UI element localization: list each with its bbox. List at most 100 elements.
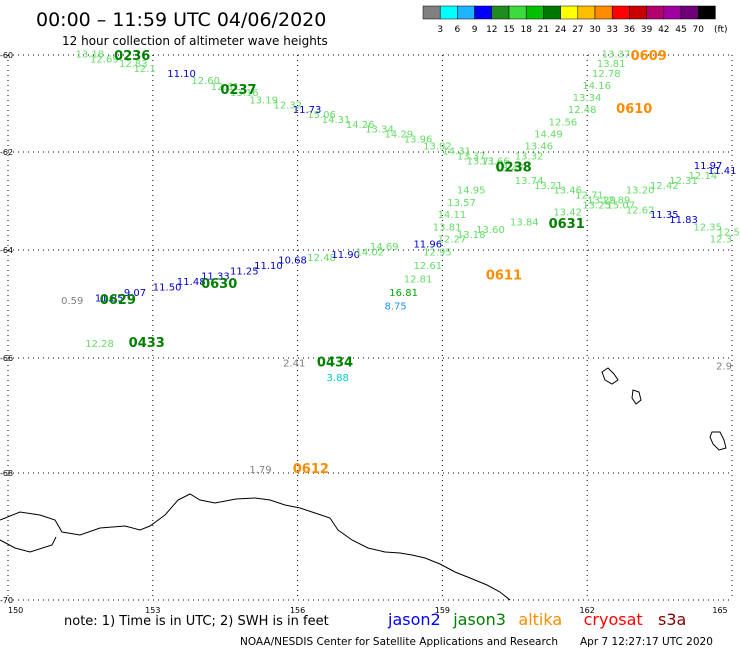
pass-time-labels: 0236 0237 0238 0609 0610 0611 0612 0629 0630 0631… <box>100 49 667 477</box>
wave-height-value: 13.19 <box>249 96 278 107</box>
colorbar-swatch <box>663 5 682 20</box>
wave-height-value: 11.85 <box>95 293 124 304</box>
wave-height-value: 12.60 <box>191 76 220 87</box>
wave-height-value: 12.3 <box>710 235 732 246</box>
satellite-legend: jason2 jason3 altika cryosat s3a <box>387 610 686 629</box>
colorbar-unit: (ft) <box>714 25 728 35</box>
footer-timestamp: Apr 7 12:27:17 UTC 2020 <box>580 636 713 648</box>
colorbar-label: 21 <box>538 25 549 35</box>
wave-height-value: 13.92 <box>423 142 452 153</box>
wave-height-value: 13.84 <box>510 218 539 229</box>
colorbar-label: 3 <box>437 25 443 35</box>
wave-height-value: 13.47 <box>495 164 524 175</box>
wave-height-value: 12.62 <box>626 205 655 216</box>
longitude-label: 150 <box>8 606 23 615</box>
latitude-label: -62 <box>0 148 13 157</box>
wave-height-value: 12.61 <box>211 82 240 93</box>
wave-height-value: 11.48 <box>177 277 206 288</box>
wave-height-value: 14.11 <box>438 210 467 221</box>
footer-credit: NOAA/NESDIS Center for Satellite Applica… <box>240 636 558 648</box>
wave-height-value: 11.41 <box>708 166 737 177</box>
island-3 <box>709 431 727 451</box>
colorbar-label: 70 <box>692 25 704 35</box>
colorbar-label: 30 <box>589 25 601 35</box>
wave-height-value: 13.74 <box>515 176 544 187</box>
legend-jason3: jason3 <box>452 610 506 629</box>
wave-height-value: 11.25 <box>230 266 259 277</box>
wave-height-value: 13.60 <box>476 225 505 236</box>
latitude-label: -60 <box>0 51 13 60</box>
wave-height-value: 13.81 <box>433 222 462 233</box>
colorbar-swatch <box>646 5 665 20</box>
island-2 <box>631 389 642 405</box>
wave-height-value: 12.56 <box>718 227 740 238</box>
wave-height-value: 12.95 <box>423 247 452 258</box>
latitude-label: -64 <box>0 246 13 255</box>
wave-height-value: 14.31 <box>322 115 351 126</box>
wave-height-value: 13.34 <box>365 125 394 136</box>
wave-height-value: 12.61 <box>413 261 442 272</box>
wave-height-value: 14.29 <box>384 129 413 140</box>
colorbar-swatch <box>422 5 441 20</box>
wave-height-value: 9.07 <box>124 288 146 299</box>
wave-height-value: 11.96 <box>413 240 442 251</box>
colorbar-label: 6 <box>455 25 461 35</box>
colorbar-swatch <box>629 5 647 20</box>
longitude-label: 156 <box>290 606 305 615</box>
latitude-labels: -60 -62 -64 -66 -68 -70 <box>0 51 13 605</box>
wave-height-value: 13.46 <box>553 186 582 197</box>
wave-height-value: 14.31 <box>442 146 471 157</box>
colorbar-swatch <box>439 5 458 20</box>
wave-height-value: 11.50 <box>153 283 182 294</box>
wave-height-value: 12.32 <box>273 100 302 111</box>
colorbar-swatch <box>611 5 630 20</box>
wave-height-value: 13.37 <box>602 49 631 60</box>
legend-s3a: s3a <box>658 610 686 629</box>
wave-height-value: 13.46 <box>524 142 553 153</box>
wave-height-value: 11.35 <box>650 210 679 221</box>
wave-height-value: 12.48 <box>568 105 597 116</box>
antarctica-coastline <box>0 493 511 601</box>
pass-time-label: 0610 <box>616 102 652 117</box>
colorbar-swatch <box>560 5 579 20</box>
wave-height-value: 15.07 <box>607 200 636 211</box>
latitude-label: -68 <box>0 469 13 478</box>
island-1 <box>601 367 619 385</box>
longitude-label: 165 <box>712 606 727 615</box>
wave-height-value: 12.31 <box>669 176 698 187</box>
legend-jason2: jason2 <box>387 610 441 629</box>
wave-height-value: 12.56 <box>549 117 578 128</box>
wave-height-value: 0.59 <box>61 296 83 307</box>
pass-time-label: 0630 <box>201 277 237 292</box>
wave-height-value: 13.21 <box>534 181 563 192</box>
colorbar-label: 24 <box>555 25 567 35</box>
wave-height-value: 13.16 <box>230 88 259 99</box>
longitude-label: 159 <box>435 606 450 615</box>
wave-height-value: 12.48 <box>307 253 336 264</box>
wave-height-value: 12.14 <box>689 171 718 182</box>
colorbar-swatch <box>457 5 475 20</box>
latitude-label: -66 <box>0 354 13 363</box>
wave-height-value: 14.16 <box>582 81 611 92</box>
wave-height-value: 12.42 <box>650 181 679 192</box>
wave-height-value: 14.69 <box>370 242 399 253</box>
pass-time-label: 0631 <box>549 217 585 232</box>
wave-height-value: 11.10 <box>254 261 283 272</box>
wave-height-value: 13.57 <box>447 198 476 209</box>
colorbar-swatch <box>508 5 527 20</box>
wave-height-value: 14.49 <box>534 129 563 140</box>
pass-time-label: 0612 <box>293 462 329 477</box>
wave-height-value: 12.71 <box>575 191 604 202</box>
colorbar-swatch <box>577 5 596 20</box>
legend-altika: altika <box>518 610 562 629</box>
wave-height-value: 12.1 <box>133 64 155 75</box>
colorbar-label: 33 <box>606 25 617 35</box>
colorbar-label: 39 <box>641 25 653 35</box>
wave-height-value: 13.34 <box>573 93 602 104</box>
wave-height-value: 11.33 <box>201 272 230 283</box>
wave-height-value: 12.81 <box>404 274 433 285</box>
graticule <box>7 54 733 601</box>
wave-height-value: 13.42 <box>553 208 582 219</box>
wave-height-value: 13.20 <box>626 186 655 197</box>
